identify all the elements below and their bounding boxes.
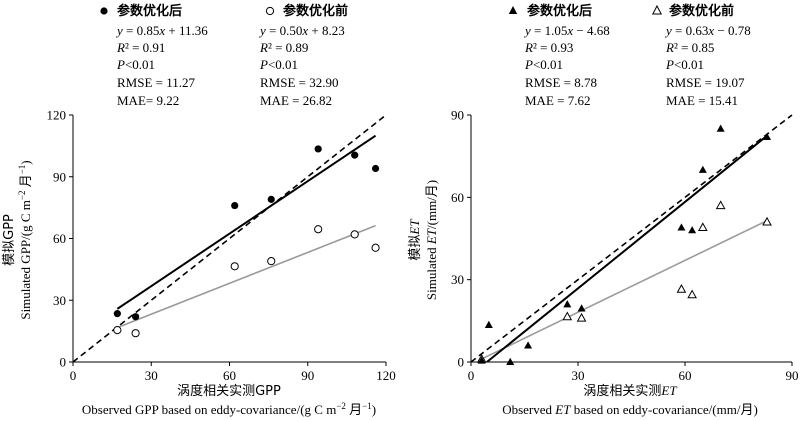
- et-stat-after-equation: y = 1.05x − 4.68: [523, 23, 610, 38]
- et-point-after: [506, 357, 515, 365]
- et-x-tick-label: 0: [468, 368, 475, 383]
- gpp-stat-after-r2: R² = 0.91: [116, 40, 165, 55]
- gpp-legend-marker-after: [100, 7, 108, 15]
- et-point-after: [698, 165, 707, 173]
- et-point-after: [677, 223, 686, 231]
- et-point-before: [697, 222, 708, 232]
- et-legend-marker-after: [508, 6, 518, 14]
- et-y-tick-label: 30: [451, 272, 464, 287]
- gpp-y-tick-label: 60: [53, 231, 66, 246]
- gpp-stat-before-p: P<0.01: [259, 57, 298, 72]
- et-point-after: [524, 341, 533, 349]
- et-stats-after: y = 1.05x − 4.68 R² = 0.93 P<0.01 RMSE =…: [523, 23, 610, 108]
- gpp-stats-before: y = 0.50x + 8.23 R² = 0.89 P<0.01 RMSE =…: [258, 23, 345, 108]
- et-point-after: [763, 132, 772, 140]
- et-point-before: [762, 216, 772, 226]
- gpp-x-tick-label: 90: [301, 368, 314, 383]
- gpp-stats-after: y = 0.85x + 11.36 R² = 0.91 P<0.01 RMSE …: [115, 23, 208, 108]
- et-stat-after-p: P<0.01: [524, 57, 563, 72]
- gpp-point-before: [113, 325, 122, 335]
- et-point-after: [716, 124, 725, 132]
- gpp-stat-before-mae: MAE = 26.82: [260, 93, 332, 108]
- et-legend-marker-before: [651, 4, 663, 15]
- et-stat-after-rmse: RMSE = 8.78: [525, 75, 597, 90]
- gpp-point-before: [350, 230, 359, 239]
- et-x-label-cn: 涡度相关实测ET: [583, 383, 677, 399]
- et-y-tick-label: 90: [451, 108, 464, 123]
- gpp-legend-label-after: 参数优化后: [117, 3, 182, 19]
- et-point-after: [563, 300, 572, 308]
- et-stat-before-p: P<0.01: [665, 57, 704, 72]
- gpp-point-after: [371, 164, 380, 173]
- gpp-point-after: [231, 201, 239, 210]
- et-stat-before-equation: y = 0.63x − 0.78: [664, 23, 751, 38]
- et-point-before: [576, 312, 587, 322]
- gpp-x-tick-label: 30: [145, 368, 158, 383]
- gpp-panel: 参数优化后 参数优化前 y = 0.85x + 11.36 R² = 0.91 …: [2, 3, 396, 417]
- gpp-point-after: [132, 313, 140, 321]
- gpp-y-label-cn: 模拟GPP: [2, 214, 17, 266]
- gpp-y-tick-label: 30: [53, 293, 66, 308]
- et-point-before: [715, 200, 726, 210]
- gpp-point-before: [314, 225, 323, 234]
- gpp-point-after: [267, 195, 275, 203]
- et-panel: 参数优化后 参数优化前 y = 1.05x − 4.68 R² = 0.93 P…: [407, 3, 799, 417]
- gpp-y-tick-label: 0: [60, 355, 67, 370]
- gpp-fit-line-before: [117, 224, 376, 329]
- gpp-x-tick-label: 60: [223, 368, 236, 383]
- et-point-after: [477, 356, 486, 364]
- et-y-tick-label: 60: [451, 190, 464, 205]
- et-fit-line-after: [486, 134, 768, 363]
- gpp-point-before: [131, 329, 140, 338]
- et-point-after: [688, 226, 697, 234]
- et-x-tick-label: 60: [679, 368, 692, 383]
- et-x-tick-label: 30: [572, 368, 585, 383]
- et-legend-label-before: 参数优化前: [669, 3, 734, 19]
- gpp-x-tick-label: 0: [70, 368, 77, 383]
- et-y-tick-label: 0: [458, 355, 465, 370]
- et-x-label-en: Observed ET based on eddy-covariance/(mm…: [502, 402, 758, 417]
- et-stats-before: y = 0.63x − 0.78 R² = 0.85 P<0.01 RMSE =…: [664, 23, 751, 108]
- et-x-tick-label: 90: [786, 368, 799, 383]
- gpp-point-before: [371, 243, 380, 252]
- gpp-legend-label-before: 参数优化前: [283, 3, 348, 19]
- gpp-stat-after-rmse: RMSE = 11.27: [117, 75, 196, 90]
- gpp-legend-marker-before: [265, 6, 275, 16]
- gpp-stat-after-mae: MAE= 9.22: [117, 93, 179, 108]
- gpp-point-after: [314, 145, 322, 153]
- gpp-stat-before-rmse: RMSE = 32.90: [260, 75, 338, 90]
- et-stat-before-mae: MAE = 15.41: [666, 93, 738, 108]
- et-y-label-en: Simulated ET/(mm/月): [424, 180, 439, 300]
- gpp-point-before: [267, 257, 276, 266]
- gpp-stat-before-equation: y = 0.50x + 8.23: [258, 23, 345, 38]
- gpp-y-tick-label: 90: [53, 169, 66, 184]
- et-point-before: [687, 289, 697, 299]
- et-stat-before-r2: R² = 0.85: [665, 40, 714, 55]
- gpp-point-after: [113, 310, 121, 318]
- gpp-x-label-en: Observed GPP based on eddy-covariance/(g…: [82, 401, 376, 417]
- gpp-x-label-cn: 涡度相关实测GPP: [177, 383, 281, 399]
- et-y-label-cn: 模拟ET: [407, 219, 423, 261]
- et-legend-label-after: 参数优化后: [527, 3, 592, 19]
- gpp-y-tick-label: 120: [47, 108, 67, 123]
- et-stat-after-r2: R² = 0.93: [524, 40, 573, 55]
- gpp-stat-after-p: P<0.01: [116, 57, 155, 72]
- gpp-x-tick-label: 120: [376, 368, 396, 383]
- gpp-stat-before-r2: R² = 0.89: [259, 40, 308, 55]
- et-point-after: [484, 320, 493, 328]
- et-point-before: [562, 311, 573, 321]
- gpp-one-to-one-line: [72, 114, 387, 363]
- et-point-after: [577, 304, 586, 312]
- et-stat-after-mae: MAE = 7.62: [525, 93, 590, 108]
- et-one-to-one-line: [470, 114, 793, 363]
- gpp-point-before: [230, 262, 239, 271]
- gpp-fit-line-after: [116, 134, 377, 310]
- et-point-before: [676, 284, 687, 293]
- gpp-y-label-en: Simulated GPP/(g C m−2 月−1): [17, 160, 33, 319]
- et-stat-before-rmse: RMSE = 19.07: [666, 75, 745, 90]
- gpp-point-after: [351, 151, 359, 159]
- gpp-stat-after-equation: y = 0.85x + 11.36: [115, 23, 208, 38]
- et-fit-line-before: [481, 219, 768, 360]
